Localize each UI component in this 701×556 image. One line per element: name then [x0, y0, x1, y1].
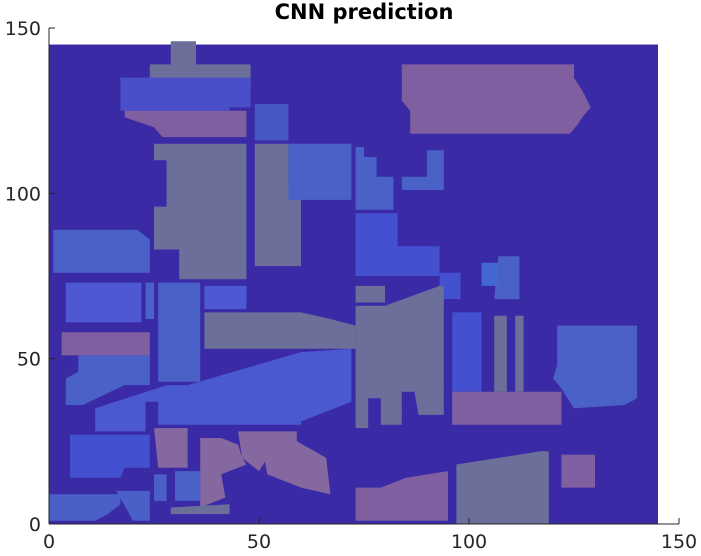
class-region-mauve	[452, 391, 562, 425]
class-region-blue	[65, 282, 142, 323]
x-tick-label: 100	[451, 531, 487, 553]
y-tick-label: 50	[17, 349, 41, 371]
x-tick-label: 50	[247, 531, 271, 553]
class-region-blue	[401, 150, 444, 190]
chart-title: CNN prediction	[275, 0, 454, 24]
class-region-blue	[494, 256, 520, 300]
class-region-blue	[145, 282, 154, 319]
class-region-blue	[120, 77, 251, 111]
class-region-mauve	[401, 64, 591, 134]
class-region-blue	[158, 282, 201, 382]
class-region-grey	[170, 504, 230, 515]
class-region-mauve	[154, 428, 188, 468]
class-region-blue	[49, 494, 121, 521]
class-region-mauve	[561, 454, 595, 488]
class-region-grey	[204, 312, 356, 349]
x-tick-label: 0	[43, 531, 55, 553]
class-region-mauve	[61, 332, 150, 356]
y-tick-label: 0	[29, 514, 41, 536]
class-region-blue	[355, 213, 440, 276]
class-region-blue	[65, 355, 150, 405]
class-region-grey	[494, 315, 507, 392]
class-region-mauve	[355, 471, 448, 521]
class-region-blue	[439, 272, 461, 300]
y-tick-label: 100	[5, 183, 41, 205]
class-region-grey	[254, 143, 301, 267]
class-region-mauve	[124, 110, 247, 138]
class-region-blue	[553, 325, 637, 409]
plot-area	[49, 41, 658, 525]
class-region-mauve	[259, 431, 331, 495]
y-tick-label: 150	[5, 18, 41, 40]
class-region-blue	[355, 147, 394, 210]
class-region-blue	[175, 471, 201, 501]
class-region-blue	[481, 262, 499, 286]
class-region-grey	[154, 143, 247, 280]
class-region-blue	[116, 490, 150, 521]
class-region-blue	[452, 312, 482, 392]
class-region-blue	[254, 104, 289, 141]
x-tick-label: 150	[661, 531, 697, 553]
class-region-grey	[355, 285, 444, 429]
class-region-mauve	[200, 438, 247, 508]
class-region-grey	[149, 41, 251, 88]
class-region-grey	[456, 451, 549, 524]
class-region-grey	[515, 315, 524, 392]
class-region-grey	[355, 285, 385, 303]
class-region-mauve	[238, 431, 268, 472]
class-region-blue	[288, 143, 352, 200]
class-region-blue	[95, 348, 352, 432]
class-region-blue	[70, 434, 150, 478]
class-region-blue	[154, 474, 167, 501]
class-region-blue	[53, 229, 150, 273]
class-region-blue	[204, 285, 247, 310]
axes: 0 50 100 150 0 50 100 150	[5, 18, 697, 553]
